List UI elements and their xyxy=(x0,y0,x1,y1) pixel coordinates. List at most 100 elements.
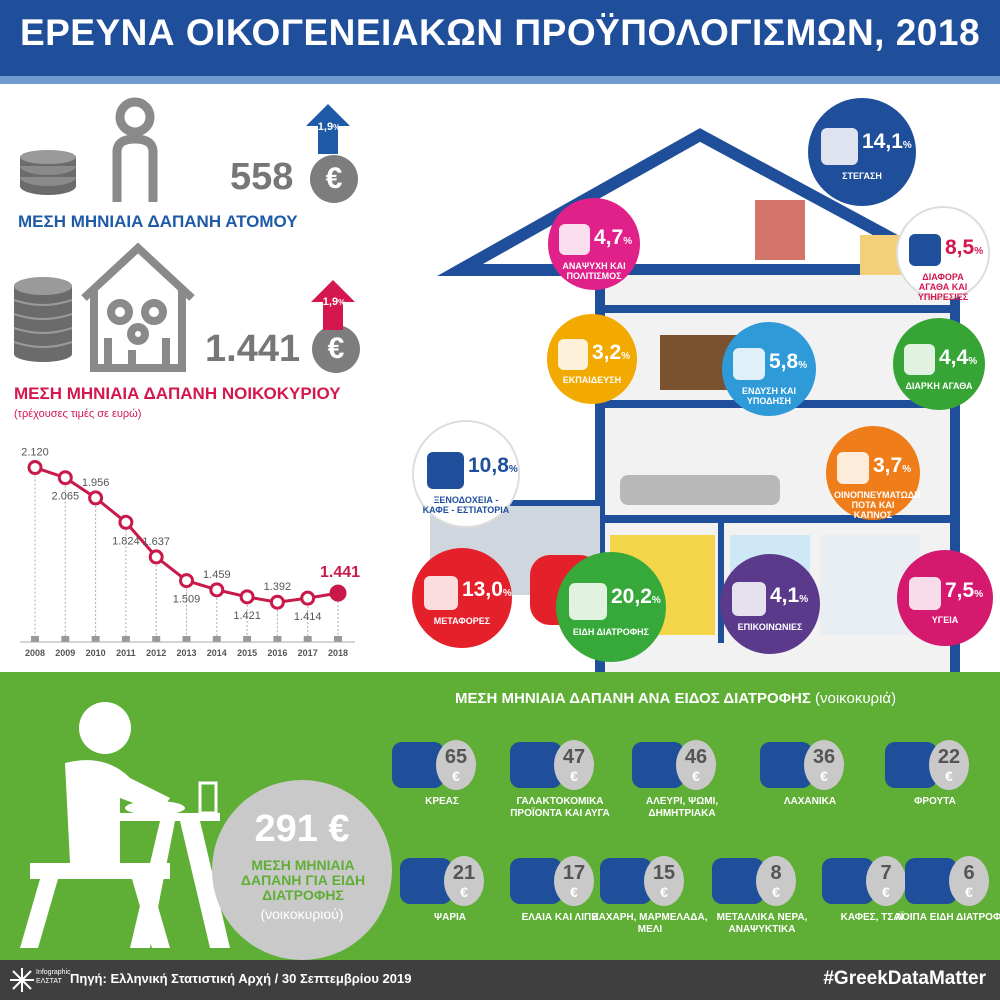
food-item-amount: 8 xyxy=(770,862,782,884)
person-change-value: 1,9 xyxy=(317,121,334,133)
chart-point xyxy=(27,460,43,476)
food-item-value: 7 € xyxy=(866,856,906,906)
category-transport: 13,0% ΜΕΤΑΦΟΡΕΣ xyxy=(412,548,512,648)
chart-point xyxy=(329,584,347,602)
oil-icon xyxy=(510,858,562,904)
category-alcohol: 3,7% ΟΙΝΟΠΝΕΥΜΑΤΩΔΗ ΠΟΤΑ ΚΑΙ ΚΑΠΝΟΣ xyxy=(826,426,921,520)
chart-tick-marker xyxy=(31,636,39,642)
person-change-unit: % xyxy=(333,123,341,132)
category-percent-value: 3,7 xyxy=(873,454,903,478)
category-percent-unit: % xyxy=(502,588,512,599)
food-item-value: 22 € xyxy=(929,740,969,790)
category-name: ΥΓΕΙΑ xyxy=(931,615,959,626)
chart-point xyxy=(209,582,225,598)
chart-point xyxy=(179,573,194,589)
food-section-title: ΜΕΣΗ ΜΗΝΙΑΙΑ ΔΑΠΑΝΗ ΑΝΑ ΕΙΔΟΣ ΔΙΑΤΡΟΦΗΣ … xyxy=(455,690,896,707)
person-change: 1,9% xyxy=(314,121,344,133)
food-item-value: 47 € xyxy=(554,740,594,790)
food-item-name: ΚΡΕΑΣ xyxy=(425,796,459,807)
category-percent-value: 20,2 xyxy=(611,585,652,608)
category-percent-value: 14,1 xyxy=(862,130,903,154)
person-spend-value: 558 xyxy=(230,156,294,198)
chart-data-label: 1.421 xyxy=(233,610,261,622)
chart-tick-label: 2014 xyxy=(207,648,227,658)
chart-tick-marker xyxy=(182,636,191,642)
food-total-value: 291 € xyxy=(254,808,350,850)
category-percent: 3,7% xyxy=(873,454,911,478)
category-name: ΟΙΝΟΠΝΕΥΜΑΤΩΔΗ ΠΟΤΑ ΚΑΙ ΚΑΠΝΟΣ xyxy=(834,489,921,520)
category-percent-value: 5,8 xyxy=(769,350,799,374)
triangle-icon xyxy=(909,234,942,267)
house-icon xyxy=(820,128,858,165)
category-percent: 4,7% xyxy=(594,226,632,250)
category-clothing: 5,8% ΕΝΔΥΣΗ ΚΑΙ ΥΠΟΔΗΣΗ xyxy=(722,322,816,416)
category-hotels: 10,8% ΞΕΝΟΔΟΧΕΙΑ - ΚΑΦΕ - ΕΣΤΙΑΤΟΡΙΑ xyxy=(412,420,520,528)
page-title: ΕΡΕΥΝΑ ΟΙΚΟΓΕΝΕΙΑΚΩΝ ΠΡΟΫΠΟΛΟΓΙΣΜΩΝ, 201… xyxy=(19,12,981,53)
category-percent: 7,5% xyxy=(945,579,983,603)
food-item-value: 17 € xyxy=(554,856,594,906)
food-icon xyxy=(569,582,607,621)
category-percent-unit: % xyxy=(621,351,631,362)
category-name: ΕΝΔΥΣΗ ΚΑΙ ΥΠΟΔΗΣΗ xyxy=(741,385,797,406)
food-item: 7 € ΚΑΦΕΣ, ΤΣΑΪ xyxy=(822,856,922,956)
chart-data-label: 1.392 xyxy=(264,581,292,593)
euro-icon: € xyxy=(312,325,360,373)
food-item-amount: 36 xyxy=(812,746,836,768)
category-percent-value: 7,5 xyxy=(945,578,975,602)
household-change-unit: % xyxy=(338,298,346,307)
food-item-amount: 15 xyxy=(652,862,676,884)
bread-icon xyxy=(632,742,684,788)
household-change: 1,9% xyxy=(319,296,349,308)
food-title-main: ΜΕΣΗ ΜΗΝΙΑΙΑ ΔΑΠΑΝΗ ΑΝΑ ΕΙΔΟΣ ΔΙΑΤΡΟΦΗΣ xyxy=(455,690,811,707)
category-percent: 20,2% xyxy=(611,585,661,609)
food-item-name: ΛΑΧΑΝΙΚΑ xyxy=(783,796,837,807)
food-item-amount: 65 xyxy=(444,746,468,768)
food-item-name: ΓΑΛΑΚΤΟΚΟΜΙΚΑ ΠΡΟΪΟΝΤΑ ΚΑΙ ΑΥΓΑ xyxy=(510,796,610,819)
food-item: 8 € ΜΕΤΑΛΛΙΚΑ ΝΕΡΑ, ΑΝΑΨΥΚΤΙΚΑ xyxy=(712,856,812,956)
chart-data-label: 2.120 xyxy=(21,447,49,459)
food-item-name: ΚΑΦΕΣ, ΤΣΑΪ xyxy=(840,912,904,923)
category-percent-unit: % xyxy=(798,360,808,372)
food-item-amount: 21 xyxy=(452,862,476,884)
food-item-value: 65 € xyxy=(436,740,476,790)
food-item: 46 € ΑΛΕΥΡΙ, ΨΩΜΙ, ΔΗΜΗΤΡΙΑΚΑ xyxy=(632,740,732,840)
euro-icon: € xyxy=(945,768,953,784)
header-stripe xyxy=(0,76,1000,84)
diner-icon xyxy=(20,702,230,948)
coffee-icon xyxy=(822,858,874,904)
euro-icon: € xyxy=(460,884,468,900)
euro-icon: € xyxy=(660,884,668,900)
elstat-logo-text: Infographic ΕΛΣΤΑΤ xyxy=(36,969,71,985)
phone-envelope-icon xyxy=(732,582,766,616)
chart-tick-label: 2015 xyxy=(237,648,257,658)
chart-point xyxy=(269,594,285,610)
chart-tick-label: 2013 xyxy=(176,648,196,658)
category-percent-unit: % xyxy=(651,595,661,606)
wine-glass-icon xyxy=(837,452,870,485)
theater-masks-icon xyxy=(559,223,591,256)
food-item-value: 36 € xyxy=(804,740,844,790)
category-percent-unit: % xyxy=(799,594,809,605)
category-percent-value: 4,1 xyxy=(770,584,800,607)
food-item: 36 € ΛΑΧΑΝΙΚΑ xyxy=(760,740,860,840)
food-total-circle xyxy=(212,780,392,960)
category-percent-unit: % xyxy=(902,140,912,152)
chart-data-label: 1.459 xyxy=(203,569,231,581)
food-item-value: 6 € xyxy=(949,856,989,906)
euro-icon: € xyxy=(772,884,780,900)
chart-point xyxy=(300,590,316,606)
hashtag[interactable]: #GreekDataMatter xyxy=(823,968,986,989)
arrow-up-icon xyxy=(311,280,355,335)
food-item-amount: 6 xyxy=(963,862,975,884)
chart-tick-marker xyxy=(61,636,70,642)
category-percent-unit: % xyxy=(974,588,984,600)
food-item-name: ΛΟΙΠΑ ΕΙΔΗ ΔΙΑΤΡΟΦΗΣ xyxy=(895,912,1000,923)
category-percent: 13,0% xyxy=(462,578,512,602)
chart-tick-label: 2008 xyxy=(25,648,45,658)
chart-data-label: 1.824 xyxy=(112,535,140,547)
category-percent-value: 3,2 xyxy=(592,341,622,364)
header: ΕΡΕΥΝΑ ΟΙΚΟΓΕΝΕΙΑΚΩΝ ΠΡΟΫΠΟΛΟΓΙΣΜΩΝ, 201… xyxy=(0,0,1000,84)
chart-data-label: 1.637 xyxy=(142,536,170,548)
chart-tick-marker xyxy=(273,636,282,642)
chart-tick-marker xyxy=(334,636,342,642)
